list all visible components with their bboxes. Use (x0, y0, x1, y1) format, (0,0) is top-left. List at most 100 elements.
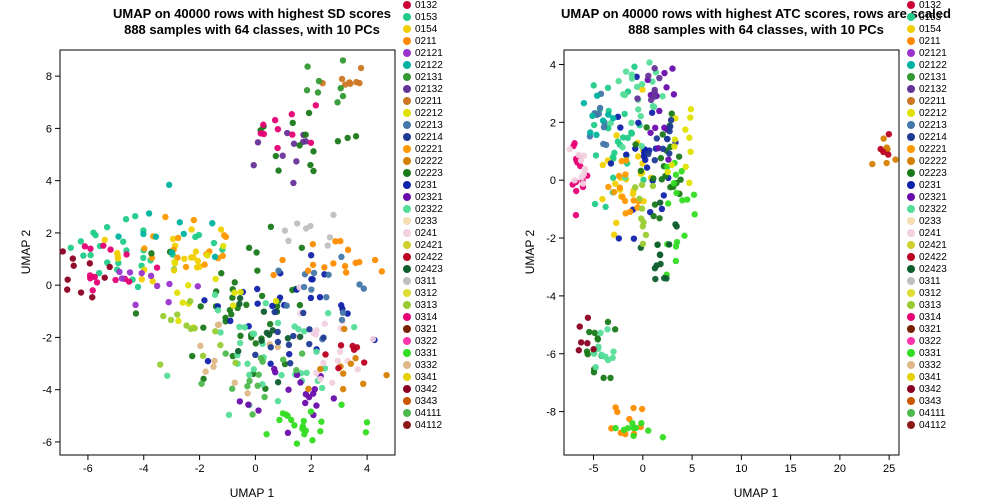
legend-item: 04112 (907, 420, 947, 432)
legend-swatch (403, 361, 411, 369)
legend-label: 02322 (919, 204, 947, 215)
legend-label: 02122 (919, 60, 947, 71)
svg-text:-4: -4 (42, 385, 52, 397)
legend-item: 02321 (907, 192, 947, 204)
legend-item: 02211 (403, 96, 443, 108)
svg-text:0: 0 (550, 175, 556, 187)
legend-item: 02214 (403, 132, 443, 144)
svg-text:0: 0 (640, 463, 646, 475)
legend-swatch (403, 121, 411, 129)
legend-item: 0341 (907, 372, 947, 384)
legend-swatch (907, 61, 915, 69)
legend-swatch (403, 265, 411, 273)
legend-swatch (907, 37, 915, 45)
legend-label: 0341 (415, 372, 437, 383)
legend-swatch (403, 253, 411, 261)
legend-item: 02221 (403, 144, 443, 156)
legend-swatch (907, 109, 915, 117)
legend-label: 0132 (919, 0, 941, 11)
svg-text:4: 4 (46, 176, 52, 188)
legend-label: 02221 (415, 144, 443, 155)
svg-text:-4: -4 (139, 463, 149, 475)
legend-label: 0313 (919, 300, 941, 311)
legend-label: 02222 (919, 156, 947, 167)
legend-label: 0331 (415, 348, 437, 359)
legend-label: 0153 (415, 12, 437, 23)
legend-swatch (907, 229, 915, 237)
scatter-panel-left: UMAP on 40000 rows with highest SD score… (0, 0, 504, 504)
legend-item: 02121 (403, 48, 443, 60)
legend-swatch (403, 229, 411, 237)
legend-label: 02132 (919, 84, 947, 95)
legend-item: 0132 (403, 0, 443, 12)
legend-item: 0343 (907, 396, 947, 408)
legend-swatch (907, 193, 915, 201)
legend-item: 0311 (907, 276, 947, 288)
legend-swatch (403, 409, 411, 417)
legend-swatch (403, 133, 411, 141)
legend-item: 0313 (907, 300, 947, 312)
legend-label: 0231 (415, 180, 437, 191)
legend-item: 02213 (403, 120, 443, 132)
legend-label: 02223 (415, 168, 443, 179)
legend-item: 02223 (403, 168, 443, 180)
legend-label: 02321 (415, 192, 443, 203)
svg-text:25: 25 (883, 463, 895, 475)
legend-item: 02122 (907, 60, 947, 72)
legend-item: 02132 (907, 84, 947, 96)
legend-label: 02421 (415, 240, 443, 251)
legend-label: 0332 (919, 360, 941, 371)
legend-item: 02422 (907, 252, 947, 264)
legend-item: 0341 (403, 372, 443, 384)
legend-swatch (907, 265, 915, 273)
legend-item: 0322 (907, 336, 947, 348)
legend-item: 02131 (907, 72, 947, 84)
legend-swatch (403, 205, 411, 213)
legend-swatch (403, 37, 411, 45)
legend-swatch (403, 169, 411, 177)
legend-item: 04112 (403, 420, 443, 432)
legend-right: 0132015301540211021210212202131021320221… (907, 0, 947, 432)
legend-label: 0154 (919, 24, 941, 35)
legend-label: 02422 (415, 252, 443, 263)
svg-text:-2: -2 (42, 332, 52, 344)
legend-label: 0312 (415, 288, 437, 299)
legend-label: 0154 (415, 24, 437, 35)
legend-item: 0314 (907, 312, 947, 324)
legend-swatch (403, 325, 411, 333)
legend-swatch (907, 421, 915, 429)
legend-swatch (403, 193, 411, 201)
svg-text:6: 6 (46, 123, 52, 135)
legend-label: 02122 (415, 60, 443, 71)
legend-item: 0342 (907, 384, 947, 396)
legend-label: 02212 (415, 108, 443, 119)
legend-swatch (907, 25, 915, 33)
legend-item: 0342 (403, 384, 443, 396)
legend-item: 0331 (907, 348, 947, 360)
legend-label: 02421 (919, 240, 947, 251)
legend-label: 02423 (415, 264, 443, 275)
legend-item: 02212 (907, 108, 947, 120)
svg-text:-6: -6 (42, 437, 52, 449)
legend-item: 02122 (403, 60, 443, 72)
legend-swatch (403, 397, 411, 405)
legend-label: 04111 (415, 408, 441, 419)
legend-swatch (907, 157, 915, 165)
legend-item: 02223 (907, 168, 947, 180)
legend-swatch (907, 97, 915, 105)
legend-label: 02322 (415, 204, 443, 215)
legend-item: 0331 (403, 348, 443, 360)
legend-label: 04112 (919, 420, 946, 431)
legend-label: 0314 (415, 312, 437, 323)
svg-text:10: 10 (735, 463, 747, 475)
legend-label: 02131 (919, 72, 947, 83)
svg-text:-6: -6 (546, 349, 556, 361)
svg-text:2: 2 (46, 228, 52, 240)
legend-swatch (907, 205, 915, 213)
legend-swatch (907, 1, 915, 9)
legend-item: 0314 (403, 312, 443, 324)
legend-item: 02132 (403, 84, 443, 96)
svg-text:-2: -2 (546, 233, 556, 245)
legend-label: 0322 (415, 336, 437, 347)
legend-item: 0332 (403, 360, 443, 372)
